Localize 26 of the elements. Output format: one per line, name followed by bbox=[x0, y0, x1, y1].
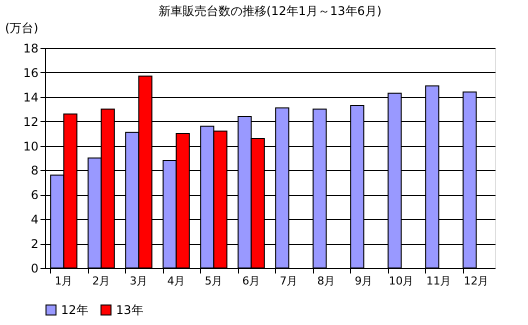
y-tick-label: 2 bbox=[30, 237, 38, 252]
x-tick-label: 7月 bbox=[280, 274, 298, 288]
legend-label: 13年 bbox=[116, 303, 144, 317]
y-tick-label: 6 bbox=[30, 188, 38, 202]
x-tick-label: 5月 bbox=[204, 274, 223, 288]
legend-label: 12年 bbox=[61, 303, 88, 317]
y-tick-label: 10 bbox=[23, 139, 38, 154]
x-tick-label: 1月 bbox=[54, 274, 73, 288]
y-tick-label: 0 bbox=[30, 262, 38, 276]
x-tick-label: 3月 bbox=[130, 274, 148, 288]
y-tick-label: 18 bbox=[23, 42, 38, 56]
x-tick-label: 11月 bbox=[426, 274, 452, 288]
x-tick-label: 4月 bbox=[167, 274, 186, 288]
x-tick-label: 10月 bbox=[388, 274, 414, 288]
y-tick-label: 14 bbox=[23, 90, 38, 104]
y-tick-label: 12 bbox=[23, 114, 38, 129]
x-tick-label: 6月 bbox=[242, 274, 260, 288]
x-tick-label: 9月 bbox=[354, 274, 373, 288]
chart-title: 新車販売台数の推移(12年1月～13年6月) bbox=[158, 4, 382, 18]
y-axis-title: (万台) bbox=[5, 21, 38, 35]
y-tick-label: 16 bbox=[23, 66, 38, 80]
y-tick-label: 8 bbox=[30, 164, 38, 178]
y-tick-label: 4 bbox=[30, 212, 38, 227]
x-tick-label: 8月 bbox=[317, 274, 336, 288]
x-tick-label: 2月 bbox=[92, 274, 110, 288]
x-tick-label: 12月 bbox=[464, 274, 489, 288]
